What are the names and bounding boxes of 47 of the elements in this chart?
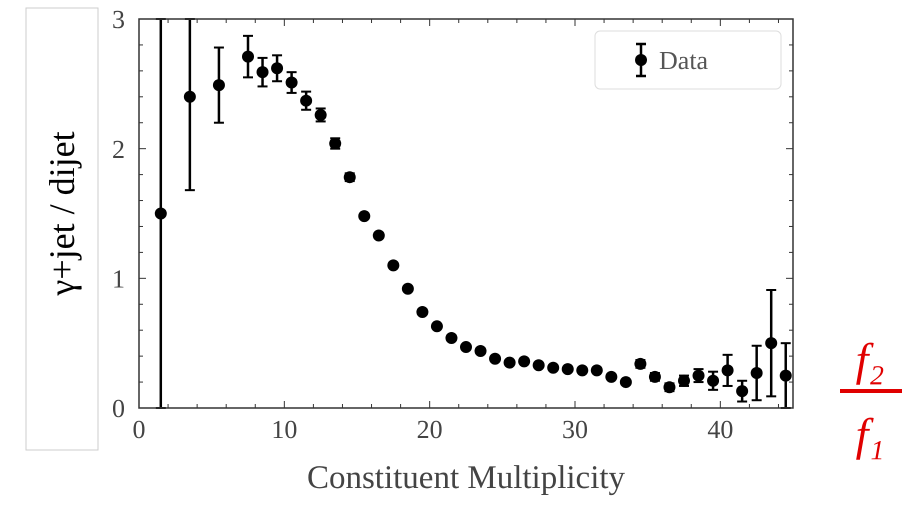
point [562,363,574,376]
text: f₁ [856,409,884,460]
point [184,90,196,103]
point [489,352,502,365]
point [387,259,400,272]
point [750,366,763,379]
y-tick-label: 0 [112,394,125,424]
x-tick-label: 20 [416,415,443,444]
point [445,332,458,344]
x-axis-title: Constituent Multiplicity [306,460,626,496]
point [242,50,254,63]
point [271,62,284,74]
point [460,341,472,354]
x-tick-label: 40 [707,415,734,444]
y-tick-label: 2 [112,134,125,164]
point [372,230,385,242]
point [532,359,545,372]
point [402,282,414,295]
point [154,208,167,220]
x-tick-label: 0 [132,415,146,444]
point [707,374,720,387]
point [212,79,225,92]
legend-label: Data [659,46,709,76]
point [504,356,516,369]
y-axis-title: γ+jet / dijet [42,131,82,297]
point [300,94,312,107]
y-tick-label: 1 [112,264,125,294]
point [605,370,618,383]
point [736,385,748,398]
x-tick-label: 10 [271,415,298,444]
point [590,364,603,376]
point [256,66,269,78]
point [474,344,487,357]
x-tick-label: 30 [562,415,588,444]
point [416,306,428,318]
point [722,364,734,376]
point [620,376,632,388]
point [518,355,530,368]
point [286,76,298,89]
y-tick-label: 3 [112,5,125,34]
point [780,370,792,382]
point [358,210,370,222]
point [576,364,588,376]
text: f₂ [856,334,884,385]
point [430,320,443,332]
point [765,337,778,350]
point [547,362,560,374]
